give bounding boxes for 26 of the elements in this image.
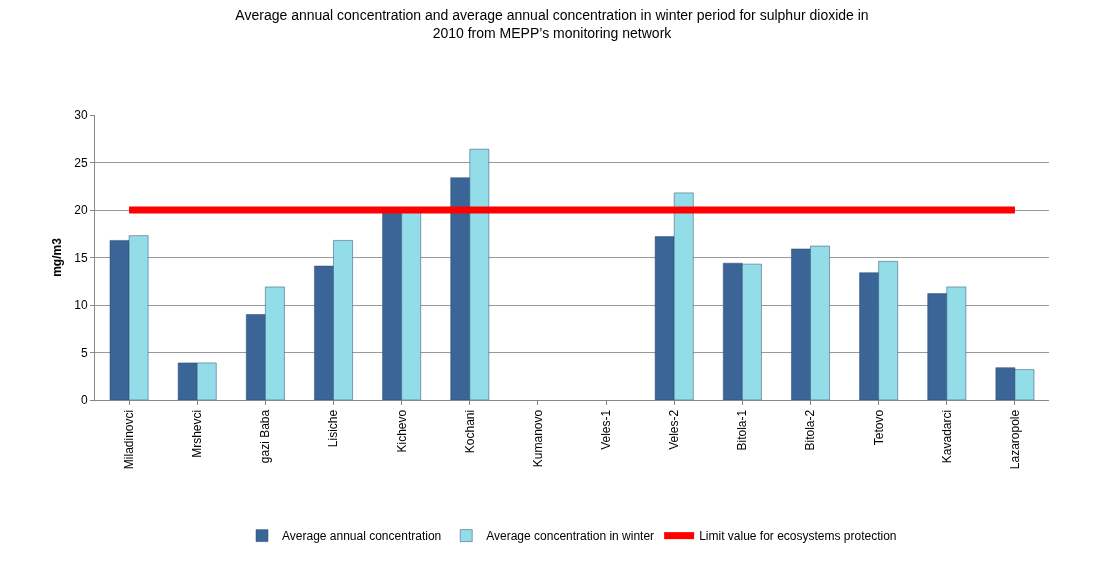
y-tick-label: 5 (80, 345, 88, 360)
x-tick-label: Bitola-2 (803, 409, 818, 451)
y-tick-label: 20 (74, 203, 88, 218)
y-tick-label: 30 (74, 108, 88, 123)
y-tick-label: 10 (74, 298, 88, 313)
x-tick-label: Tetovo (871, 409, 886, 446)
x-tick-label: Lazaropole (1007, 409, 1022, 470)
legend-label: Average annual concentration (282, 529, 442, 544)
x-tick-label: Miladinovci (121, 409, 136, 470)
x-tick-label: Veles-2 (667, 409, 682, 450)
y-axis-title: mg/m3 (50, 237, 64, 277)
legend-label: Limit value for ecosystems protection (699, 529, 897, 544)
chart-title: Average annual concentration and average annual concentration in winter period for sulphur dioxide in 2010 from MEPP’s monitoring network (235, 6, 869, 41)
x-tick-label: Veles-1 (598, 409, 613, 450)
y-tick-label: 25 (74, 155, 88, 170)
x-tick-label: gazi Baba (258, 409, 273, 464)
x-tick-label: Lisiche (326, 409, 341, 448)
y-tick-label: 0 (80, 393, 88, 408)
x-tick-label: Kavadarci (939, 409, 954, 464)
x-tick-label: Bitola-1 (735, 409, 750, 451)
x-tick-label: Kichevo (394, 409, 409, 453)
legend-label: Average concentration in winter (486, 529, 655, 544)
x-tick-label: Mrshevci (190, 409, 205, 458)
x-tick-label: Kochani (462, 409, 477, 454)
x-tick-label: Kumanovo (530, 409, 545, 468)
y-tick-label: 15 (74, 250, 88, 265)
